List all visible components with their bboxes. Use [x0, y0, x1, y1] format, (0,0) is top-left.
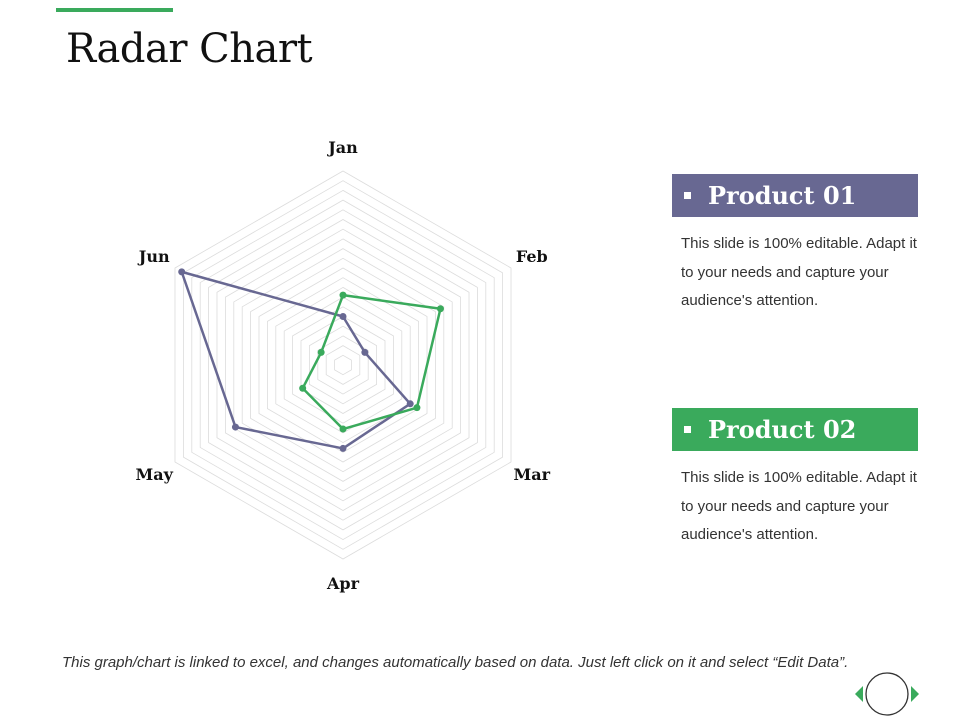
grid-ring [308, 325, 378, 405]
data-point-1-jun [178, 268, 186, 276]
legend-product-02: Product 02 [672, 408, 918, 451]
grid-ring [300, 316, 386, 414]
data-point-2-feb [436, 305, 444, 313]
axis-label-apr: Apr [326, 574, 360, 593]
data-point-2-mar [413, 404, 421, 412]
home-circle-icon[interactable] [865, 672, 909, 716]
grid-ring [334, 354, 352, 376]
grid-ring [191, 189, 495, 541]
page-title: Radar Chart [66, 26, 313, 72]
axis-label-may: May [136, 465, 174, 484]
slide-navigation [855, 672, 919, 716]
legend-product-01: Product 01 [672, 174, 918, 217]
data-point-1-may [231, 423, 239, 431]
grid-ring [317, 335, 369, 395]
grid-ring [292, 306, 394, 424]
legend-product-01-label: Product 01 [708, 181, 857, 210]
grid-ring [224, 228, 462, 502]
data-point-1-feb [361, 348, 369, 356]
axis-label-mar: Mar [514, 465, 551, 484]
bullet-icon [684, 426, 691, 433]
next-slide-icon[interactable] [911, 686, 919, 702]
title-accent-bar [56, 8, 173, 12]
data-point-2-jun [317, 348, 325, 356]
grid-ring [266, 277, 420, 453]
axis-label-feb: Feb [516, 247, 548, 266]
data-point-2-jan [339, 291, 347, 299]
bullet-icon [684, 192, 691, 199]
grid-ring [216, 219, 470, 511]
grid-ring [258, 267, 428, 463]
axis-label-jun: Jun [137, 247, 170, 266]
grid-ring [182, 180, 504, 550]
legend-product-02-label: Product 02 [708, 415, 857, 444]
grid-ring [174, 170, 512, 560]
grid-ring [283, 296, 403, 434]
grid-ring [233, 238, 453, 492]
data-point-1-jan [339, 313, 347, 320]
data-point-2-may [299, 384, 307, 392]
grid-ring [275, 286, 411, 444]
data-point-1-apr [339, 444, 347, 452]
prev-slide-icon[interactable] [855, 686, 863, 702]
legend-product-02-description: This slide is 100% editable. Adapt it to… [681, 469, 917, 543]
series-line-1 [180, 270, 412, 450]
grid-ring [208, 209, 478, 521]
axis-label-jan: Jan [326, 138, 358, 157]
data-point-2-apr [339, 425, 347, 433]
grid-ring [241, 248, 445, 482]
legend-product-01-description: This slide is 100% editable. Adapt it to… [681, 235, 917, 309]
grid-ring [199, 199, 487, 531]
grid-ring [325, 345, 361, 385]
grid-ring [250, 257, 436, 473]
footnote: This graph/chart is linked to excel, and… [62, 654, 849, 671]
data-point-1-mar [406, 400, 414, 408]
